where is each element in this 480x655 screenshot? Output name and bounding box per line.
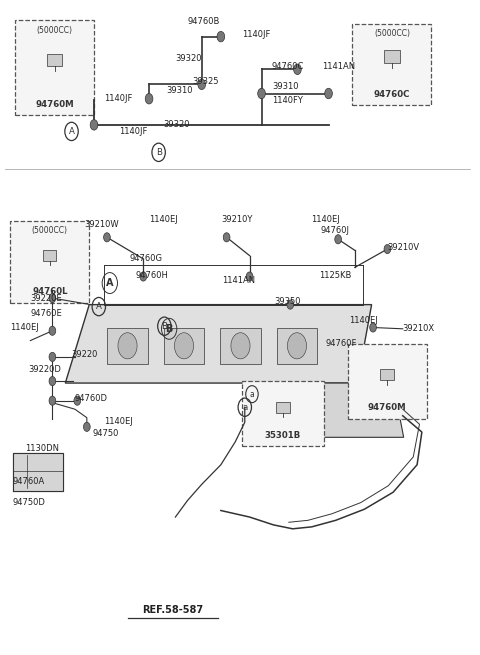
- Text: 94760A: 94760A: [12, 477, 45, 485]
- Text: 94760G: 94760G: [130, 254, 163, 263]
- Circle shape: [370, 323, 376, 332]
- Circle shape: [49, 352, 56, 362]
- FancyBboxPatch shape: [10, 221, 89, 303]
- Polygon shape: [263, 383, 404, 438]
- Bar: [384, 50, 400, 63]
- Bar: [47, 54, 62, 66]
- Text: 1140EJ: 1140EJ: [10, 323, 39, 332]
- Text: (5000CC): (5000CC): [374, 29, 410, 38]
- Circle shape: [49, 293, 56, 303]
- Text: 1125KB: 1125KB: [319, 271, 351, 280]
- Text: 94750: 94750: [93, 429, 119, 438]
- Text: 94760C: 94760C: [271, 62, 303, 71]
- Text: 1140EJ: 1140EJ: [311, 215, 339, 224]
- Text: 35301B: 35301B: [265, 431, 301, 440]
- Text: a: a: [242, 403, 247, 412]
- Text: 94760M: 94760M: [35, 100, 74, 109]
- Circle shape: [174, 333, 193, 359]
- Circle shape: [217, 31, 225, 42]
- Text: 94760L: 94760L: [32, 287, 68, 296]
- Text: A: A: [96, 302, 102, 311]
- Text: 39220D: 39220D: [28, 365, 61, 375]
- Text: 39210Y: 39210Y: [221, 215, 252, 224]
- Text: 1140EJ: 1140EJ: [104, 417, 132, 426]
- Circle shape: [49, 377, 56, 386]
- Text: 94760B: 94760B: [187, 17, 220, 26]
- Polygon shape: [65, 305, 372, 383]
- Circle shape: [335, 234, 341, 244]
- Text: 39210W: 39210W: [84, 219, 119, 229]
- Text: 1140JF: 1140JF: [242, 30, 271, 39]
- Circle shape: [49, 396, 56, 405]
- Circle shape: [246, 272, 253, 281]
- Text: 94760F: 94760F: [325, 339, 357, 348]
- Text: 39325: 39325: [192, 77, 218, 86]
- Bar: [381, 369, 394, 381]
- Bar: [220, 328, 261, 364]
- Text: 94760D: 94760D: [75, 394, 108, 403]
- Text: 1140JF: 1140JF: [120, 127, 148, 136]
- Bar: [277, 328, 317, 364]
- Circle shape: [140, 272, 147, 281]
- Text: 1141AN: 1141AN: [323, 62, 356, 71]
- Text: 94760C: 94760C: [374, 90, 410, 99]
- Text: 39220: 39220: [72, 350, 98, 360]
- Text: 1130DN: 1130DN: [25, 444, 60, 453]
- Text: 94750D: 94750D: [12, 498, 46, 507]
- Circle shape: [84, 422, 90, 432]
- Text: 39310: 39310: [273, 83, 299, 92]
- Bar: [108, 328, 148, 364]
- Text: 94760M: 94760M: [368, 403, 407, 413]
- Text: a: a: [250, 390, 254, 399]
- Text: 1140FY: 1140FY: [273, 96, 303, 105]
- Text: 39320: 39320: [163, 121, 190, 130]
- Circle shape: [223, 233, 230, 242]
- Bar: [164, 328, 204, 364]
- Circle shape: [258, 88, 265, 99]
- Text: (5000CC): (5000CC): [32, 226, 68, 235]
- Circle shape: [74, 396, 81, 405]
- Text: 39350: 39350: [275, 297, 301, 306]
- Text: 39220E: 39220E: [30, 293, 62, 303]
- Bar: [276, 402, 290, 413]
- Circle shape: [294, 64, 301, 75]
- Circle shape: [231, 333, 250, 359]
- Text: (5000CC): (5000CC): [36, 26, 72, 35]
- Text: 39310: 39310: [166, 86, 192, 96]
- Text: 1140EJ: 1140EJ: [349, 316, 378, 326]
- Circle shape: [287, 300, 294, 309]
- Circle shape: [90, 120, 98, 130]
- Circle shape: [104, 233, 110, 242]
- Text: B: B: [156, 148, 162, 157]
- Circle shape: [288, 333, 307, 359]
- FancyBboxPatch shape: [348, 344, 427, 419]
- Text: 94760E: 94760E: [30, 309, 62, 318]
- Text: 1140JF: 1140JF: [104, 94, 132, 103]
- Polygon shape: [12, 453, 63, 491]
- Text: 39210V: 39210V: [387, 243, 420, 252]
- Text: A: A: [106, 278, 114, 288]
- Text: B: B: [161, 322, 168, 331]
- Text: 39210X: 39210X: [403, 324, 435, 333]
- FancyBboxPatch shape: [15, 20, 94, 115]
- FancyBboxPatch shape: [242, 381, 324, 447]
- Bar: [43, 250, 57, 261]
- FancyBboxPatch shape: [352, 24, 432, 105]
- Circle shape: [145, 94, 153, 104]
- Circle shape: [49, 326, 56, 335]
- Circle shape: [324, 88, 332, 99]
- Text: 94760H: 94760H: [136, 271, 168, 280]
- Text: B: B: [166, 324, 173, 334]
- Text: REF.58-587: REF.58-587: [143, 605, 204, 615]
- Text: 1140EJ: 1140EJ: [149, 215, 178, 224]
- Circle shape: [118, 333, 137, 359]
- Text: 39320: 39320: [175, 54, 202, 63]
- Text: 94760J: 94760J: [321, 226, 349, 235]
- Text: A: A: [69, 127, 74, 136]
- Circle shape: [384, 244, 391, 253]
- Circle shape: [198, 79, 205, 90]
- Text: 1141AN: 1141AN: [222, 276, 255, 285]
